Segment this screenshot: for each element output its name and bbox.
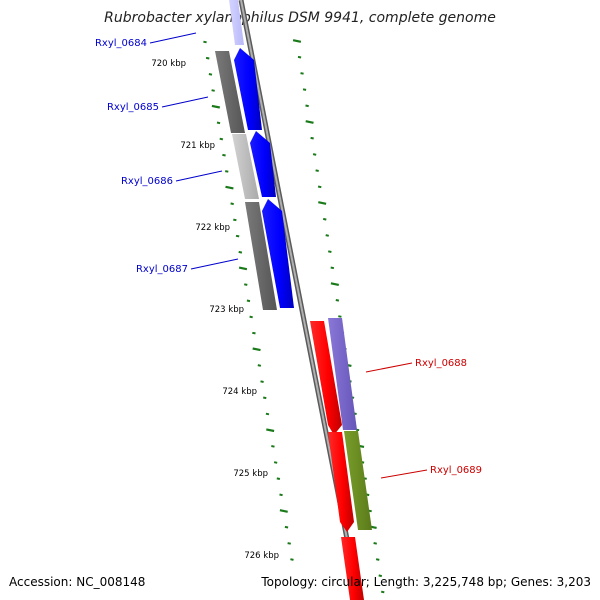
gene-leader-line [190, 258, 239, 270]
gene-label-rxyl-0686[interactable]: Rxyl_0686 [121, 176, 173, 187]
minor-tick [276, 477, 281, 480]
minor-tick [300, 72, 304, 75]
major-tick [279, 509, 288, 513]
minor-tick [297, 55, 302, 59]
major-tick [225, 185, 234, 190]
minor-tick [335, 299, 340, 302]
minor-tick [312, 153, 317, 156]
scale-label: 724 kbp [222, 387, 257, 397]
minor-tick [327, 250, 332, 253]
scale-label: 723 kbp [209, 305, 244, 315]
minor-tick [310, 136, 314, 140]
gene-label-rxyl-0687[interactable]: Rxyl_0687 [136, 264, 188, 275]
minor-tick [380, 590, 385, 594]
minor-tick [260, 380, 264, 383]
major-tick [330, 282, 340, 286]
major-tick [266, 428, 275, 433]
minor-tick [265, 412, 270, 416]
minor-tick [246, 299, 251, 303]
scale-label: 722 kbp [195, 223, 230, 233]
minor-tick [325, 234, 330, 237]
minor-tick [203, 40, 207, 44]
minor-tick [263, 396, 267, 400]
minor-tick [238, 250, 243, 254]
scale-label: 721 kbp [180, 141, 215, 151]
minor-tick [284, 525, 289, 529]
minor-tick [330, 266, 335, 270]
gene-leader-line [161, 96, 209, 108]
gene-feature-partial[interactable] [341, 537, 364, 600]
scale-label: 720 kbp [151, 59, 186, 69]
cog-bar [328, 318, 357, 430]
minor-tick [219, 137, 224, 141]
minor-tick [271, 445, 275, 448]
accession-text: Accession: NC_008148 [9, 575, 145, 589]
minor-tick [244, 283, 248, 286]
minor-tick [211, 89, 215, 92]
minor-tick [230, 202, 234, 206]
gene-feature-rxyl-0685[interactable] [234, 48, 262, 130]
gene-feature-rxyl-0686[interactable] [250, 131, 276, 197]
minor-tick [290, 558, 294, 561]
minor-tick [208, 73, 213, 76]
gene-label-rxyl-0684[interactable]: Rxyl_0684 [95, 38, 147, 49]
cog-bar [344, 431, 372, 530]
minor-tick [252, 331, 256, 335]
minor-tick [279, 493, 283, 497]
minor-tick [322, 217, 327, 221]
minor-tick [205, 56, 210, 60]
minor-tick [249, 315, 253, 319]
gene-feature-rxyl-0687[interactable] [262, 199, 294, 308]
minor-tick [222, 153, 226, 157]
topology-text: Topology: circular; Length: 3,225,748 bp… [260, 575, 591, 589]
scale-label: 725 kbp [233, 469, 268, 479]
gene-leader-line [380, 469, 428, 479]
minor-tick [233, 218, 237, 222]
major-tick [238, 266, 248, 271]
gene-feature-rxyl-0689[interactable] [328, 432, 354, 532]
major-tick [318, 201, 327, 205]
cog-bar [245, 202, 277, 310]
minor-tick [378, 574, 383, 578]
minor-tick [216, 121, 221, 125]
scale-label: 726 kbp [244, 551, 279, 561]
minor-tick [235, 234, 240, 238]
map-title: Rubrobacter xylanophilus DSM 9941, compl… [104, 10, 496, 26]
gene-leader-line [365, 362, 413, 373]
minor-tick [375, 558, 380, 561]
gene-label-rxyl-0685[interactable]: Rxyl_0685 [107, 102, 159, 113]
minor-tick [257, 364, 262, 367]
minor-tick [302, 88, 307, 91]
gene-label-rxyl-0689[interactable]: Rxyl_0689 [430, 465, 482, 476]
minor-tick [287, 542, 291, 545]
cog-bar [232, 134, 259, 199]
minor-tick [338, 315, 342, 318]
gene-track [215, 0, 372, 600]
minor-tick [315, 169, 319, 172]
cog-bar [215, 51, 245, 133]
major-tick [292, 39, 302, 43]
gene-label-rxyl-0688[interactable]: Rxyl_0688 [415, 358, 467, 369]
gene-leader-line [175, 170, 223, 182]
major-tick [211, 104, 221, 109]
minor-tick [317, 185, 322, 189]
gene-feature-rxyl-0688[interactable] [310, 321, 342, 435]
major-tick [252, 347, 261, 352]
major-tick [305, 120, 314, 124]
minor-tick [373, 542, 378, 545]
minor-tick [273, 461, 278, 464]
gene-feature-rxyl-0684[interactable] [229, 0, 244, 45]
minor-tick [305, 104, 309, 108]
gene-leader-line [149, 32, 197, 44]
minor-tick [225, 170, 229, 173]
